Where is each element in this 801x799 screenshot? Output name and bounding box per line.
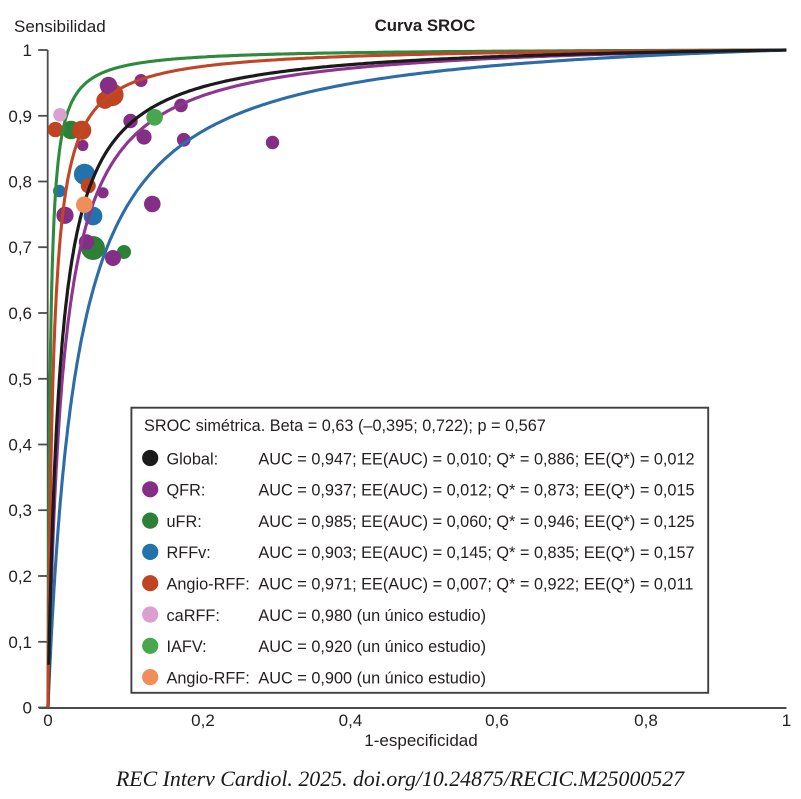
svg-text:0: 0 xyxy=(23,699,32,718)
svg-text:1-especificidad: 1-especificidad xyxy=(364,731,477,750)
svg-text:0,4: 0,4 xyxy=(8,436,32,455)
svg-text:Angio-RFF:: Angio-RFF: xyxy=(167,669,250,687)
svg-text:0,8: 0,8 xyxy=(8,173,32,192)
svg-text:AUC = 0,971; EE(AUC) = 0,007;: AUC = 0,971; EE(AUC) = 0,007; Q* = 0,922… xyxy=(258,576,693,594)
svg-text:Curva SROC: Curva SROC xyxy=(375,16,476,35)
svg-text:Sensibilidad: Sensibilidad xyxy=(14,17,106,36)
svg-text:1: 1 xyxy=(23,41,32,60)
svg-text:0,6: 0,6 xyxy=(485,711,509,730)
svg-text:AUC = 0,985; EE(AUC) = 0,060;: AUC = 0,985; EE(AUC) = 0,060; Q* = 0,946… xyxy=(258,513,694,531)
svg-text:AUC = 0,980 (un único estudio): AUC = 0,980 (un único estudio) xyxy=(258,607,486,625)
svg-text:SROC simétrica. Beta = 0,63 (–: SROC simétrica. Beta = 0,63 (–0,395; 0,7… xyxy=(144,417,546,435)
svg-text:Global:: Global: xyxy=(167,450,219,468)
svg-text:0: 0 xyxy=(43,711,52,730)
svg-text:uFR:: uFR: xyxy=(167,513,202,531)
svg-text:0,2: 0,2 xyxy=(191,711,215,730)
svg-text:AUC = 0,903; EE(AUC) = 0,145;: AUC = 0,903; EE(AUC) = 0,145; Q* = 0,835… xyxy=(258,544,694,562)
svg-text:AUC = 0,900 (un único estudio): AUC = 0,900 (un único estudio) xyxy=(258,669,486,687)
svg-text:AUC = 0,920 (un único estudio): AUC = 0,920 (un único estudio) xyxy=(258,638,486,656)
svg-text:0,3: 0,3 xyxy=(8,501,32,520)
svg-text:RFFv:: RFFv: xyxy=(167,544,211,562)
svg-text:0,2: 0,2 xyxy=(8,567,32,586)
svg-text:1: 1 xyxy=(782,711,791,730)
svg-text:0,4: 0,4 xyxy=(339,711,363,730)
svg-text:0,1: 0,1 xyxy=(8,633,32,652)
svg-text:0,7: 0,7 xyxy=(8,238,32,257)
svg-text:0,8: 0,8 xyxy=(634,711,658,730)
svg-text:0,9: 0,9 xyxy=(8,107,32,126)
svg-text:caRFF:: caRFF: xyxy=(167,607,220,625)
svg-text:Angio-RFF:: Angio-RFF: xyxy=(167,576,250,594)
svg-text:0,5: 0,5 xyxy=(8,370,32,389)
svg-text:IAFV:: IAFV: xyxy=(167,638,207,656)
svg-text:0,6: 0,6 xyxy=(8,304,32,323)
svg-text:QFR:: QFR: xyxy=(167,482,206,500)
svg-text:AUC = 0,937; EE(AUC) = 0,012;: AUC = 0,937; EE(AUC) = 0,012; Q* = 0,873… xyxy=(258,482,694,500)
svg-text:REC Interv Cardiol. 2025. doi.: REC Interv Cardiol. 2025. doi.org/10.248… xyxy=(115,767,685,791)
svg-text:AUC = 0,947; EE(AUC) = 0,010;: AUC = 0,947; EE(AUC) = 0,010; Q* = 0,886… xyxy=(258,450,694,468)
